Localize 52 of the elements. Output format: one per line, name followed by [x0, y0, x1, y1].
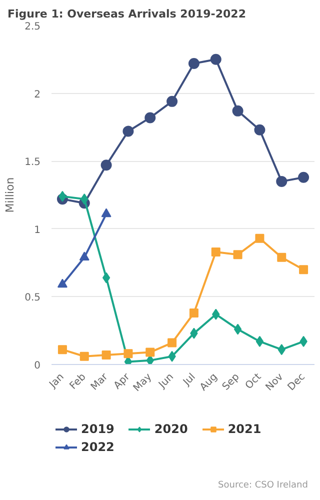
point — [256, 336, 264, 347]
point — [102, 350, 111, 360]
point — [124, 349, 133, 358]
point — [57, 278, 68, 288]
point — [189, 308, 198, 318]
chart-title: Figure 1: Overseas Arrivals 2019-2022 — [8, 8, 246, 20]
x-tick-label: Jan — [46, 372, 66, 391]
point — [299, 265, 308, 274]
x-tick-label: Apr — [112, 370, 133, 392]
y-axis-title: Million — [4, 177, 17, 213]
point — [210, 54, 222, 65]
x-tick-label: Jul — [180, 372, 198, 389]
point — [255, 234, 264, 243]
point — [144, 112, 156, 124]
point — [277, 252, 286, 262]
point — [80, 352, 89, 361]
point — [298, 172, 310, 183]
x-tick-label: Nov — [264, 372, 286, 394]
point — [146, 348, 155, 357]
legend-label: 2021 — [228, 422, 262, 436]
legend-label: 2019 — [81, 422, 114, 436]
x-tick-label: Aug — [198, 372, 220, 394]
source-note: Source: CSO Ireland — [218, 480, 308, 490]
point — [100, 160, 112, 171]
x-tick-label: Sep — [220, 372, 242, 393]
point — [232, 105, 244, 116]
point — [188, 58, 200, 69]
point — [101, 208, 112, 218]
point — [233, 250, 242, 260]
point — [79, 252, 90, 260]
legend-label: 2022 — [81, 440, 114, 454]
point — [58, 345, 67, 354]
y-tick-label: 0 — [34, 360, 41, 372]
point — [166, 96, 178, 107]
y-tick-label: 2 — [34, 89, 41, 100]
point — [276, 176, 288, 187]
x-tick-label: Feb — [68, 372, 88, 392]
point — [211, 247, 220, 256]
y-tick-label: 2.5 — [24, 22, 41, 32]
x-tick-label: Mar — [89, 370, 111, 393]
point — [234, 324, 242, 335]
y-tick-label: 0.5 — [24, 292, 41, 304]
point — [122, 126, 134, 137]
x-tick-label: Jun — [156, 372, 176, 392]
x-tick-label: Dec — [286, 372, 308, 394]
point — [102, 272, 110, 284]
y-tick-label: 1 — [34, 224, 41, 236]
legend-label: 2020 — [154, 422, 188, 436]
x-tick-label: Oct — [244, 372, 264, 392]
point — [168, 338, 177, 348]
point — [254, 124, 266, 136]
y-tick-label: 1.5 — [24, 157, 41, 168]
